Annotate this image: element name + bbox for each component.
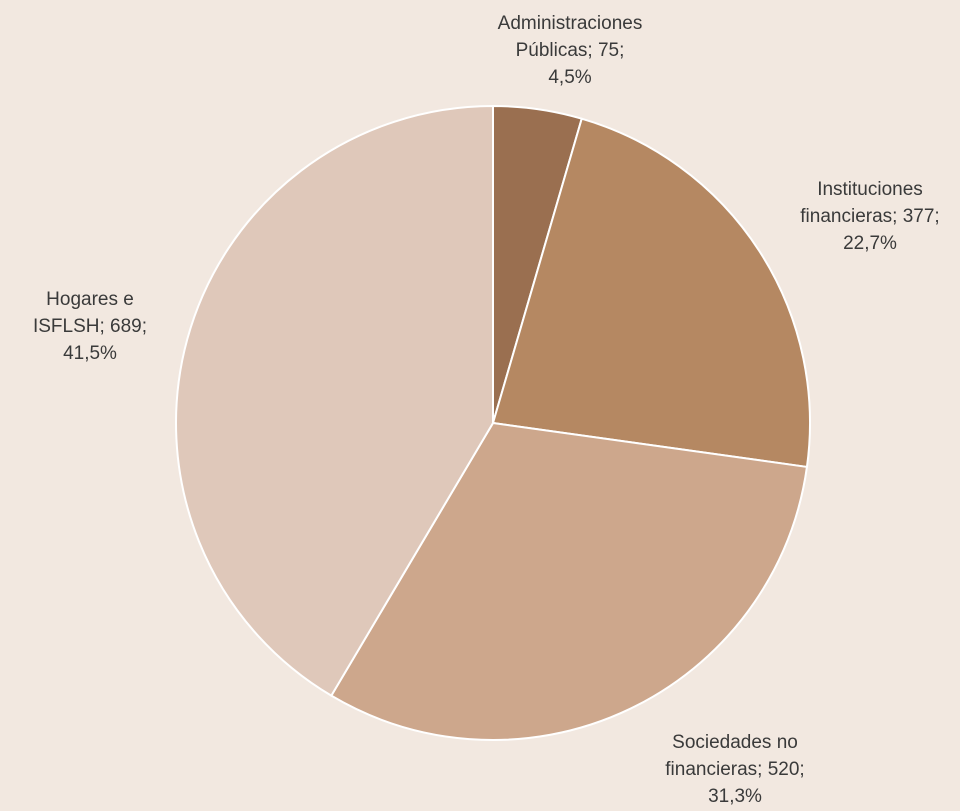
- slices-layer: [175, 105, 811, 741]
- pie-slice-4: [175, 105, 494, 697]
- slice-label-4: Hogares e ISFLSH; 689; 41,5%: [33, 289, 147, 364]
- slice-label-line: 22,7%: [843, 233, 897, 254]
- pie-slice-2: [492, 117, 811, 468]
- slice-label-line: Hogares e: [46, 289, 134, 310]
- slice-label-line: ISFLSH; 689;: [33, 316, 147, 337]
- slice-label-1: Administraciones Públicas; 75; 4,5%: [498, 13, 643, 88]
- slice-label-line: Públicas; 75;: [516, 40, 625, 61]
- slice-label-line: Administraciones: [498, 13, 643, 34]
- slice-label-line: 41,5%: [63, 343, 117, 364]
- slice-label-line: Sociedades no: [672, 732, 798, 753]
- labels-layer: Administraciones Públicas; 75; 4,5% Institu…: [33, 13, 940, 807]
- slice-label-3: Sociedades no financieras; 520; 31,3%: [665, 732, 804, 806]
- slice-label-line: 4,5%: [548, 67, 591, 88]
- slice-label-line: financieras; 520;: [665, 759, 804, 780]
- pie-slice-3: [330, 422, 808, 741]
- slice-label-line: Instituciones: [817, 179, 923, 200]
- slice-label-line: financieras; 377;: [800, 206, 939, 227]
- slice-label-line: 31,3%: [708, 786, 762, 806]
- slice-label-2: Instituciones financieras; 377; 22,7%: [800, 179, 939, 254]
